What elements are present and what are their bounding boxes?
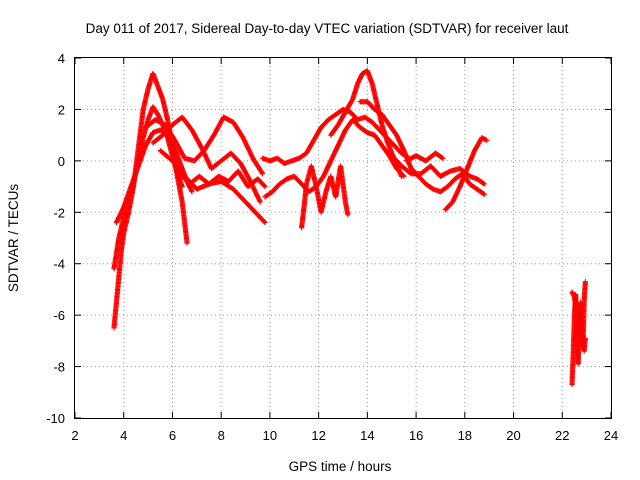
data-point [440, 155, 446, 161]
x-tick-label: 22 [555, 428, 569, 443]
y-tick-label: -2 [53, 205, 65, 220]
data-point [262, 183, 268, 190]
x-tick-label: 18 [458, 428, 472, 443]
series-track-l [357, 99, 487, 197]
series-track-e [150, 114, 263, 205]
series-track-g [177, 168, 268, 190]
data-point [189, 189, 195, 195]
series-track-j [298, 163, 351, 231]
data-point [261, 219, 267, 225]
y-tick-label: 4 [58, 51, 65, 66]
data-point [179, 183, 185, 190]
data-point [439, 155, 445, 161]
data-points [111, 68, 589, 388]
plot-frame [74, 57, 612, 419]
y-tick-label: 0 [58, 154, 65, 169]
data-point [484, 137, 490, 143]
y-tick-label: 2 [58, 102, 65, 117]
x-tick-label: 24 [604, 428, 618, 443]
data-point [184, 240, 190, 246]
data-point [259, 170, 265, 176]
data-point [481, 191, 487, 197]
y-axis-label: SDTVAR / TECUs [6, 184, 21, 293]
x-tick-label: 16 [409, 428, 423, 443]
data-point [480, 180, 486, 186]
series-track-n [403, 150, 446, 164]
x-axis-label: GPS time / hours [289, 459, 392, 474]
x-tick-label: 8 [218, 428, 225, 443]
x-tick-label: 10 [263, 428, 277, 443]
x-tick-label: 14 [360, 428, 374, 443]
x-tick-label: 6 [169, 428, 176, 443]
data-point [257, 199, 263, 205]
series-track-q [569, 289, 589, 354]
data-point [582, 335, 589, 341]
series-track-o [442, 135, 490, 213]
data-point [398, 173, 405, 179]
data-point [481, 181, 487, 187]
data-point [262, 219, 268, 226]
data-point [480, 191, 486, 197]
data-point [261, 183, 267, 189]
y-tick-label: -6 [53, 308, 65, 323]
chart-title: Day 011 of 2017, Sidereal Day-to-day VTE… [86, 21, 569, 36]
y-tick-label: -8 [53, 360, 65, 375]
x-tick-label: 2 [71, 428, 78, 443]
data-point [260, 171, 266, 177]
x-tick-label: 12 [311, 428, 325, 443]
y-tick-label: -10 [46, 411, 65, 426]
data-point [345, 212, 351, 218]
x-tick-label: 20 [506, 428, 520, 443]
data-point [582, 279, 589, 285]
x-tick-label: 4 [120, 428, 127, 443]
y-tick-label: -4 [53, 257, 65, 272]
